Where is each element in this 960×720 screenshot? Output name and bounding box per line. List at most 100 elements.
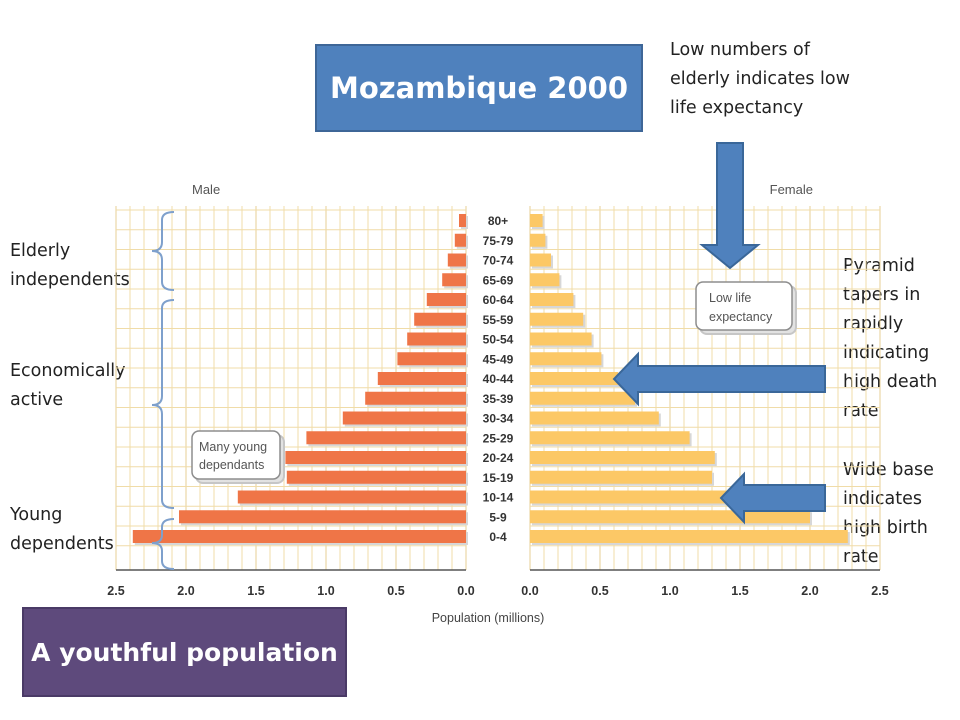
note-line: Economically	[10, 361, 126, 381]
female-bar	[530, 293, 574, 306]
female-bar	[530, 470, 712, 484]
label-elderly-independents: Elderly independents	[10, 237, 130, 295]
tick-label: 2.5	[107, 584, 124, 598]
age-group-label: 0-4	[489, 530, 507, 544]
age-group-label: 45-49	[483, 352, 514, 366]
age-group-label: 70-74	[483, 254, 514, 268]
female-bar	[530, 431, 690, 445]
male-bar	[442, 273, 466, 287]
note-line: dependents	[10, 534, 114, 554]
note-line: high death	[843, 372, 938, 392]
callout-text: dependants	[199, 458, 264, 472]
callout-text: Many young	[199, 440, 267, 454]
callout-text: Low life	[709, 291, 751, 305]
female-bar	[530, 273, 560, 287]
tick-label: 1.5	[731, 584, 748, 598]
arrow-left-icon	[719, 471, 826, 525]
note-line: active	[10, 390, 64, 410]
male-bar	[306, 431, 466, 445]
female-bar	[530, 372, 619, 385]
axes: 2.5 2.0 1.5 1.0 0.5 0.0 0.0 0.5 1.0 1.5 2.0 2.5 Popu…	[107, 182, 888, 625]
age-group-label: 55-59	[483, 313, 514, 327]
age-group-label: 5-9	[489, 510, 507, 524]
male-label: Male	[192, 182, 220, 197]
male-bar	[447, 253, 466, 267]
age-labels: 80+ 75-79 70-74 65-69 60-64 55-59 50-54 45-49 40…	[483, 214, 514, 544]
age-group-label: 75-79	[483, 234, 514, 248]
page-title: Mozambique 2000	[329, 71, 629, 105]
tick-label: 1.0	[317, 584, 334, 598]
male-bar	[286, 470, 466, 484]
female-bar	[530, 352, 602, 366]
age-group-label: 15-19	[483, 471, 514, 485]
female-bar	[530, 233, 546, 247]
x-axis-label: Population (millions)	[432, 611, 545, 625]
tick-label: 2.5	[871, 584, 888, 598]
note-line: independents	[10, 270, 130, 290]
female-bar	[530, 214, 543, 227]
female-bar	[530, 451, 715, 464]
note-line: tapers in	[843, 285, 921, 305]
footer-title: A youthful population	[31, 637, 338, 667]
female-bar	[530, 253, 551, 267]
male-bar	[377, 372, 466, 385]
tick-label: 2.0	[177, 584, 194, 598]
age-group-label: 60-64	[483, 293, 514, 307]
male-bar	[459, 214, 466, 227]
label-young-dependents: Young dependents	[10, 501, 114, 559]
female-bar	[530, 530, 848, 543]
title-box: Mozambique 2000	[315, 44, 643, 132]
tick-label: 0.5	[387, 584, 404, 598]
female-bar	[530, 312, 584, 326]
female-bar	[530, 391, 635, 405]
note-line: elderly indicates low	[670, 69, 850, 89]
male-bar	[407, 332, 466, 346]
male-bar	[132, 530, 467, 543]
note-line: Low numbers of	[670, 40, 810, 60]
note-line: Pyramid	[843, 256, 915, 276]
bracket-young	[151, 518, 175, 570]
female-label: Female	[770, 182, 813, 197]
bracket-elderly	[151, 211, 175, 291]
label-economically-active: Economically active	[10, 357, 126, 415]
grid	[115, 206, 881, 570]
male-bar	[365, 391, 466, 405]
callout-many-young-dependants: Many young dependants	[191, 430, 285, 484]
male-bar	[285, 451, 466, 464]
footer-title-box: A youthful population	[22, 607, 347, 697]
age-group-label: 65-69	[483, 273, 514, 287]
note-line: Young	[10, 505, 63, 525]
bracket-economic	[151, 299, 175, 509]
age-group-label: 10-14	[483, 491, 514, 505]
note-low-life-expectancy: Low numbers of elderly indicates low lif…	[670, 36, 850, 123]
age-group-label: 35-39	[483, 392, 514, 406]
age-group-label: 50-54	[483, 333, 514, 347]
male-bar	[342, 411, 466, 425]
female-bar	[530, 332, 592, 346]
note-line: life expectancy	[670, 98, 804, 118]
tick-label: 0.0	[521, 584, 538, 598]
arrow-down-icon	[699, 142, 761, 270]
bars	[132, 214, 850, 545]
age-group-label: 30-34	[483, 412, 514, 426]
age-group-label: 25-29	[483, 431, 514, 445]
tick-label: 1.5	[247, 584, 264, 598]
male-bar	[454, 233, 466, 247]
tick-label: 1.0	[661, 584, 678, 598]
male-bar	[426, 293, 466, 306]
arrow-left-icon	[612, 351, 826, 407]
note-line: Elderly	[10, 241, 71, 261]
tick-label: 2.0	[801, 584, 818, 598]
age-group-label: 40-44	[483, 372, 514, 386]
tick-label: 0.0	[457, 584, 474, 598]
female-bar	[530, 510, 810, 524]
age-group-label: 80+	[488, 214, 508, 228]
note-line: high birth	[843, 518, 928, 538]
male-bar	[237, 490, 466, 504]
note-line: indicates	[843, 489, 923, 509]
callout-text: expectancy	[709, 310, 773, 324]
female-bar	[530, 490, 752, 504]
female-bar	[530, 411, 659, 425]
callout-low-life-expectancy: Low life expectancy	[695, 281, 797, 335]
